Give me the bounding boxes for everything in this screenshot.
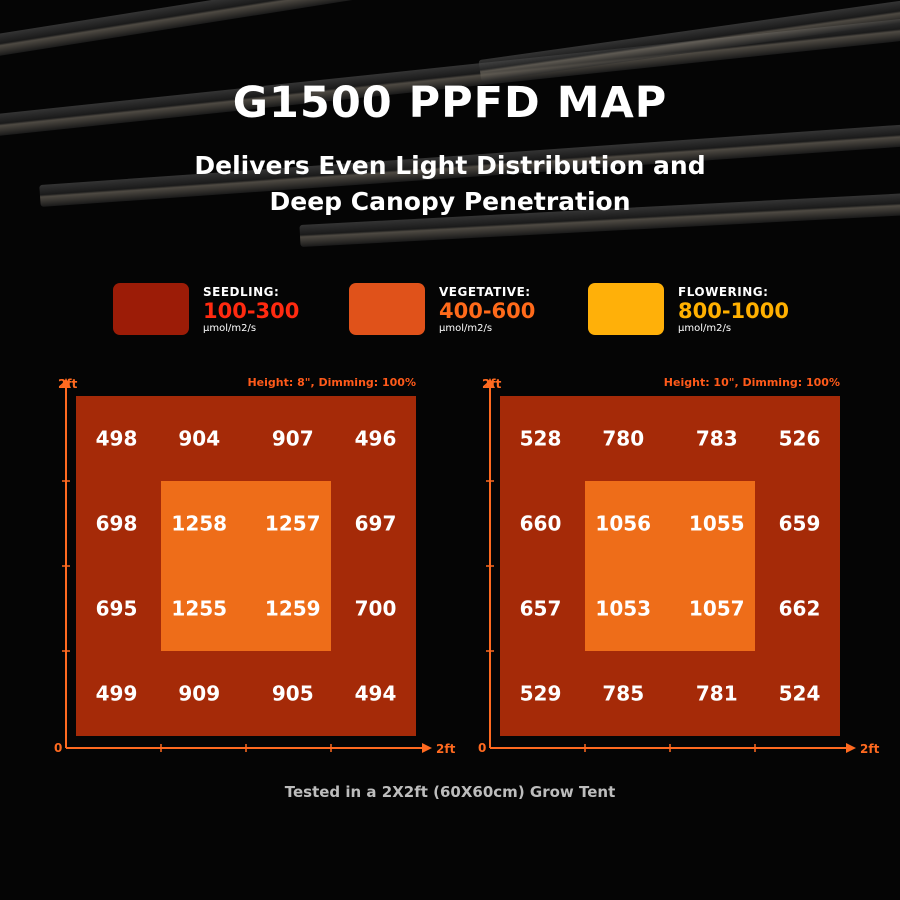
ppfd-value-cell: 1257 (265, 512, 321, 536)
legend-unit: μmol/m2/s (678, 323, 732, 334)
legend-range: 400-600 (439, 299, 536, 323)
y-axis-arrow (61, 378, 71, 388)
legend-swatch (588, 283, 664, 335)
ppfd-value-cell: 499 (96, 682, 138, 706)
inner-zone (585, 481, 755, 651)
subtitle-line-1: Delivers Even Light Distribution and (194, 151, 706, 180)
ppfd-value-cell: 695 (96, 597, 138, 621)
page-subtitle: Delivers Even Light Distribution and Dee… (0, 148, 900, 220)
test-condition-label: Height: 8", Dimming: 100% (247, 376, 416, 389)
ppfd-value-cell: 494 (355, 682, 397, 706)
legend-range: 800-1000 (678, 299, 789, 323)
ppfd-value-cell: 529 (520, 682, 562, 706)
axis-origin-label: 0 (54, 741, 62, 755)
ppfd-value-cell: 662 (779, 597, 821, 621)
legend-name: SEEDLING: (203, 285, 280, 299)
ppfd-value-cell: 783 (696, 427, 738, 451)
ppfd-value-cell: 907 (272, 427, 314, 451)
y-axis-arrow (485, 378, 495, 388)
inner-zone (161, 481, 331, 651)
ppfd-value-cell: 1056 (595, 512, 651, 536)
ppfd-value-cell: 1057 (689, 597, 745, 621)
ppfd-value-cell: 660 (520, 512, 562, 536)
ppfd-value-cell: 785 (602, 682, 644, 706)
test-condition-label: Height: 10", Dimming: 100% (664, 376, 840, 389)
axis-origin-label: 0 (478, 741, 486, 755)
y-axis-end-label: 2ft (58, 377, 78, 391)
x-axis-end-label: 2ft (860, 742, 880, 756)
ppfd-value-cell: 1259 (265, 597, 321, 621)
subtitle-line-2: Deep Canopy Penetration (269, 187, 631, 216)
ppfd-value-cell: 700 (355, 597, 397, 621)
ppfd-value-cell: 1053 (595, 597, 651, 621)
ppfd-value-cell: 498 (96, 427, 138, 451)
ppfd-value-cell: 1055 (689, 512, 745, 536)
ppfd-map-left: 0 2ft 2ft Height: 8", Dimming: 100% 498 904 90… (54, 370, 476, 770)
ppfd-value-cell: 1255 (171, 597, 227, 621)
legend-swatch (349, 283, 425, 335)
x-axis-arrow (422, 743, 432, 753)
ppfd-value-cell: 698 (96, 512, 138, 536)
ppfd-value-cell: 697 (355, 512, 397, 536)
ppfd-value-cell: 1258 (171, 512, 227, 536)
ppfd-value-cell: 528 (520, 427, 562, 451)
ppfd-value-cell: 781 (696, 682, 738, 706)
legend-swatch (113, 283, 189, 335)
legend-name: FLOWERING: (678, 285, 769, 299)
ppfd-value-cell: 904 (178, 427, 220, 451)
background-light-fixture (0, 0, 900, 260)
ppfd-map-right: 0 2ft 2ft Height: 10", Dimming: 100% 528 780 7… (478, 370, 900, 770)
ppfd-heatmap-8in: 0 2ft 2ft Height: 8", Dimming: 100% 498 904 90… (54, 376, 456, 756)
test-conditions-footnote: Tested in a 2X2ft (60X60cm) Grow Tent (284, 783, 616, 801)
legend-unit: μmol/m2/s (439, 323, 493, 334)
x-axis-arrow (846, 743, 856, 753)
ppfd-value-cell: 909 (178, 682, 220, 706)
legend-range: 100-300 (203, 299, 300, 323)
ppfd-value-cell: 905 (272, 682, 314, 706)
ppfd-value-cell: 496 (355, 427, 397, 451)
y-axis-end-label: 2ft (482, 377, 502, 391)
ppfd-value-cell: 780 (602, 427, 644, 451)
ppfd-value-cell: 524 (779, 682, 821, 706)
ppfd-heatmap-10in: 0 2ft 2ft Height: 10", Dimming: 100% 528 780 7… (478, 376, 880, 756)
ppfd-value-cell: 657 (520, 597, 562, 621)
legend-unit: μmol/m2/s (203, 323, 257, 334)
ppfd-value-cell: 526 (779, 427, 821, 451)
ppfd-value-cell: 659 (779, 512, 821, 536)
legend-name: VEGETATIVE: (439, 285, 531, 299)
page-title: G1500 PPFD MAP (232, 78, 668, 128)
x-axis-end-label: 2ft (436, 742, 456, 756)
